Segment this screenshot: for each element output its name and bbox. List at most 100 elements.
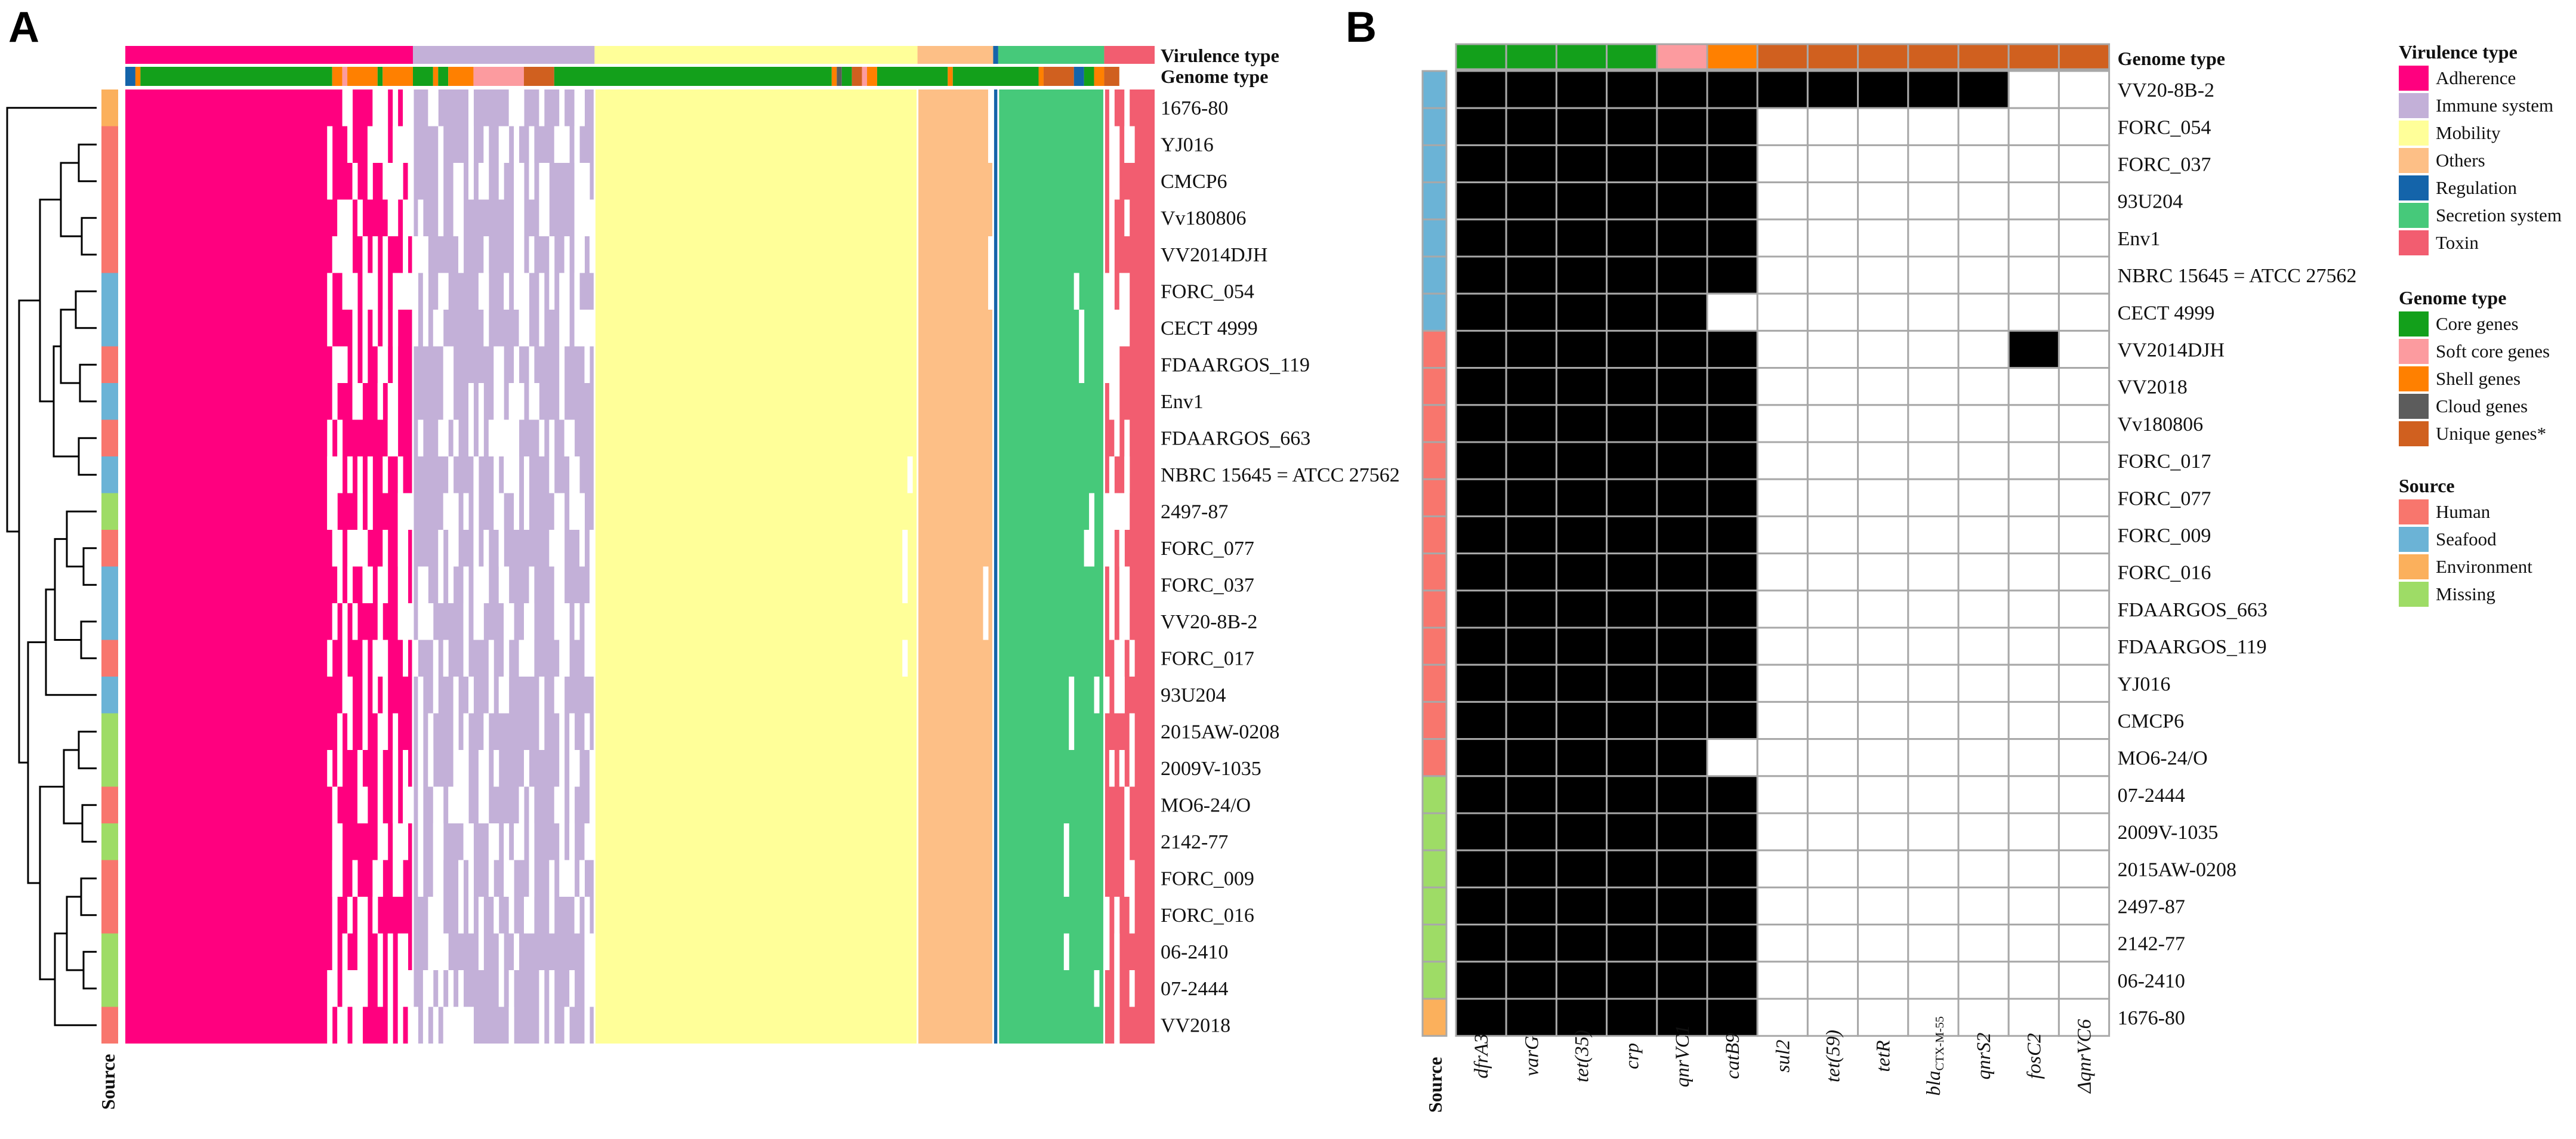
source-cell [101, 1007, 118, 1044]
source-cell [101, 310, 118, 347]
genome-type-cell [2007, 43, 2060, 70]
absent-cell [332, 346, 338, 420]
absent-cell [1806, 700, 1859, 740]
absent-cell [524, 456, 529, 530]
row-label: CECT 4999 [2118, 302, 2215, 324]
dendrogram-branch [78, 437, 97, 476]
row-label: 2015AW-0208 [1161, 721, 1279, 743]
source-cell [101, 530, 118, 567]
column-label: tetR [1873, 1040, 1895, 1072]
absent-cell [382, 530, 388, 603]
block-separator [917, 89, 919, 1044]
absent-cell [1957, 775, 2010, 814]
absent-cell [387, 1007, 393, 1044]
absent-cell [458, 750, 464, 823]
absent-cell [377, 933, 383, 1007]
row-label: 07-2444 [2118, 785, 2185, 807]
absent-cell [372, 640, 378, 714]
absent-cell [1756, 515, 1809, 555]
absent-cell [988, 236, 994, 310]
absent-cell [357, 1007, 363, 1081]
absent-cell [1756, 218, 1809, 258]
absent-cell [2007, 218, 2060, 258]
absent-cell [337, 346, 343, 383]
absent-cell [1957, 924, 2010, 963]
absent-cell [357, 897, 363, 970]
absent-cell [1756, 292, 1809, 332]
absent-cell [2007, 924, 2060, 963]
present-cell [1606, 181, 1658, 221]
source-cell [1421, 924, 1448, 963]
absent-cell [493, 383, 499, 456]
genome-block [135, 67, 141, 86]
absent-cell [418, 823, 424, 897]
present-cell [1706, 812, 1759, 851]
absent-cell [529, 603, 535, 677]
absent-cell [1806, 107, 1859, 146]
absent-cell [342, 640, 348, 714]
present-cell [1455, 255, 1507, 295]
genome-block [948, 67, 953, 86]
absent-cell [488, 823, 494, 860]
absent-cell [2007, 70, 2060, 109]
genome-block [347, 67, 378, 86]
row-label: CECT 4999 [1161, 317, 1258, 339]
absent-cell [488, 860, 494, 897]
absent-cell [1119, 273, 1125, 347]
source-cell [101, 346, 118, 383]
absent-cell [2057, 144, 2111, 184]
absent-cell [372, 126, 378, 163]
virulence-fill-mobility [594, 89, 918, 1044]
absent-cell [2007, 738, 2060, 777]
absent-cell [428, 897, 434, 970]
absent-cell [463, 493, 469, 530]
absent-cell [584, 897, 590, 970]
source-cell [101, 713, 118, 750]
absent-cell [362, 530, 368, 603]
absent-cell [589, 750, 595, 823]
present-cell [1455, 589, 1507, 629]
absent-cell [2057, 367, 2111, 406]
absent-cell [1756, 700, 1809, 740]
absent-cell [1907, 961, 1960, 1000]
present-cell [1656, 924, 1708, 963]
source-cell [1421, 255, 1448, 295]
absent-cell [508, 89, 514, 126]
absent-cell [493, 897, 499, 934]
absent-cell [529, 383, 535, 420]
present-cell [1606, 292, 1658, 332]
present-cell [1505, 107, 1557, 146]
absent-cell [428, 970, 434, 1007]
column-label: catB9 [1722, 1033, 1744, 1079]
present-cell [1505, 478, 1557, 517]
genome-block [877, 67, 948, 86]
absent-cell [438, 970, 444, 1007]
absent-cell [408, 786, 414, 823]
absent-cell [514, 456, 520, 493]
row-label: 93U204 [1161, 684, 1226, 706]
row-label: 2009V-1035 [2118, 822, 2219, 844]
absent-cell [2057, 218, 2111, 258]
absent-cell [433, 640, 439, 714]
present-cell [1455, 329, 1507, 369]
present-cell [1706, 924, 1759, 963]
absent-cell [569, 970, 575, 1007]
virulence-legend-swatch [2399, 230, 2429, 255]
genome-block [412, 67, 433, 86]
absent-cell [418, 199, 424, 273]
genome-block [382, 67, 413, 86]
absent-cell [1806, 181, 1859, 221]
column-label: qnrS2 [1973, 1033, 1995, 1080]
row-label: VV20-8B-2 [1161, 611, 1257, 633]
absent-cell [539, 163, 545, 236]
source-cell [1421, 404, 1448, 443]
absent-cell [498, 677, 504, 714]
present-cell [1555, 107, 1608, 146]
absent-cell [1109, 89, 1115, 126]
absent-cell [2007, 441, 2060, 480]
absent-cell [554, 677, 560, 714]
virulence-legend-label: Toxin [2436, 232, 2479, 253]
absent-cell [382, 677, 388, 750]
genome-block [952, 67, 1039, 86]
absent-cell [1857, 255, 1909, 295]
